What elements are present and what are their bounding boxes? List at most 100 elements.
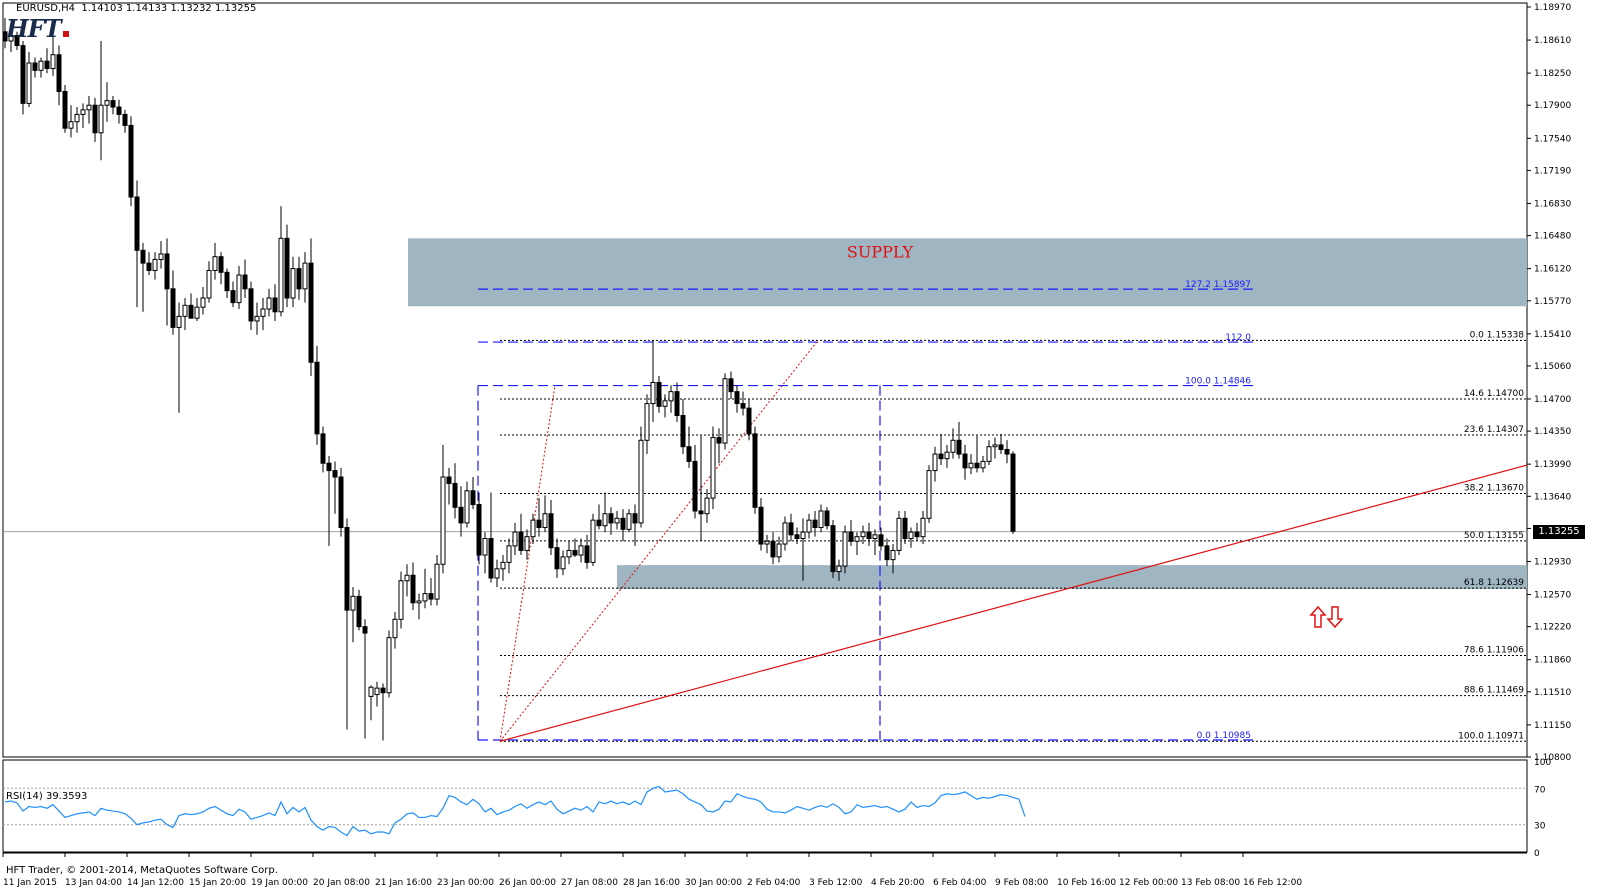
candle-bull: [212, 256, 218, 271]
candle-bull: [104, 100, 110, 106]
time-axis-label: 19 Jan 00:00: [251, 878, 308, 888]
fib-level-label: 23.6 1.14307: [1464, 425, 1524, 435]
price-tick-label: 1.12570: [1534, 591, 1571, 601]
rsi-axis-label: 30: [1534, 822, 1546, 832]
candle-bear: [476, 504, 482, 556]
candle-bear: [998, 444, 1004, 450]
candle-bear: [572, 549, 578, 556]
candle-bear: [866, 531, 872, 540]
candle-bull: [374, 687, 380, 696]
fib-extension-label: 112.0: [1225, 333, 1251, 343]
candle-bull: [236, 274, 242, 304]
candle-bull: [614, 517, 620, 524]
candle-bear: [2, 31, 8, 42]
candle-bull: [944, 451, 950, 460]
candle-bull: [350, 595, 356, 611]
candle-bear: [716, 437, 722, 444]
candle-bull: [392, 618, 398, 639]
candle-bull: [764, 540, 770, 545]
candle-bear: [674, 391, 680, 417]
reversal-arrows-icon: [1309, 605, 1344, 629]
candle-bear: [824, 510, 830, 527]
candle-bear: [470, 490, 476, 506]
candle-bear: [974, 462, 980, 469]
rsi-axis-label: 0: [1534, 849, 1540, 859]
candle-bull: [776, 543, 782, 558]
rsi-panel-frame: [2, 759, 1528, 853]
supply-label: SUPPLY: [847, 242, 914, 261]
time-axis-label: 16 Feb 12:00: [1243, 878, 1302, 888]
price-tick-label: 1.13990: [1534, 460, 1571, 470]
candle-bull: [158, 253, 164, 260]
candle-bull: [524, 536, 530, 551]
price-tick-label: 1.11860: [1534, 656, 1571, 666]
candle-bear: [410, 574, 416, 604]
candle-bear: [332, 470, 338, 478]
candle-bear: [620, 517, 626, 530]
candle-bear: [230, 290, 236, 304]
candle-bull: [464, 490, 470, 524]
candle-bear: [680, 415, 686, 448]
candle-bear: [362, 626, 368, 634]
price-tick-label: 1.15060: [1534, 362, 1571, 372]
candle-bear: [248, 288, 254, 322]
price-tick-label: 1.15410: [1534, 330, 1571, 340]
candle-bull: [980, 460, 986, 469]
candle-bear: [1004, 448, 1010, 455]
time-axis-label: 4 Feb 20:00: [871, 878, 925, 888]
fan-line: [499, 340, 819, 742]
candle-bear: [788, 522, 794, 536]
candle-bull: [194, 306, 200, 319]
fib-level-label: 0.0 1.15338: [1470, 330, 1525, 340]
candle-bull: [50, 54, 56, 70]
candle-bear: [548, 513, 554, 549]
candle-bull: [842, 531, 848, 567]
time-axis-label: 9 Feb 08:00: [995, 878, 1049, 888]
candle-bull: [800, 531, 806, 540]
time-axis-label: 26 Jan 00:00: [499, 878, 556, 888]
candle-bear: [32, 62, 38, 71]
price-tick-label: 1.18250: [1534, 69, 1571, 79]
fan-line: [499, 385, 556, 742]
candle-bull: [818, 510, 824, 529]
fib-level-label: 38.2 1.13670: [1464, 484, 1524, 494]
candle-bull: [254, 315, 260, 322]
candle-bull: [302, 262, 308, 290]
candle-bear: [320, 433, 326, 464]
candle-bear: [686, 446, 692, 462]
current-price-tag: 1.13255: [1533, 524, 1585, 539]
candle-bull: [644, 403, 650, 441]
candle-bear: [446, 476, 452, 484]
candle-bear: [308, 262, 314, 363]
candle-bear: [794, 534, 800, 540]
time-axis-label: 30 Jan 00:00: [685, 878, 742, 888]
rsi-label: RSI(14) 39.3593: [6, 791, 88, 802]
candle-bear: [380, 687, 386, 694]
candle-bear: [518, 531, 524, 551]
candle-bull: [650, 381, 656, 405]
candle-bear: [554, 547, 560, 570]
candle-bull: [530, 519, 536, 538]
trendline: [499, 464, 1528, 742]
candle-bear: [284, 237, 290, 299]
candle-bear: [20, 45, 26, 104]
candle-bear: [770, 540, 776, 558]
candle-bull: [908, 531, 914, 540]
candle-bear: [812, 519, 818, 529]
candle-bear: [758, 506, 764, 545]
candle-bull: [920, 517, 926, 538]
candle-bull: [404, 574, 410, 582]
time-axis-label: 28 Jan 16:00: [623, 878, 680, 888]
time-axis-label: 6 Feb 04:00: [933, 878, 987, 888]
candle-bear: [692, 460, 698, 512]
copyright-text: HFT Trader, © 2001-2014, MetaQuotes Soft…: [6, 865, 278, 876]
fib-level-label: 78.6 1.11906: [1464, 645, 1524, 655]
candle-bear: [110, 100, 116, 108]
price-tick-label: 1.17540: [1534, 134, 1571, 144]
price-tick-label: 1.11510: [1534, 688, 1571, 698]
candle-bull: [710, 437, 716, 499]
time-axis-label: 3 Feb 12:00: [809, 878, 863, 888]
candle-bull: [992, 444, 998, 448]
